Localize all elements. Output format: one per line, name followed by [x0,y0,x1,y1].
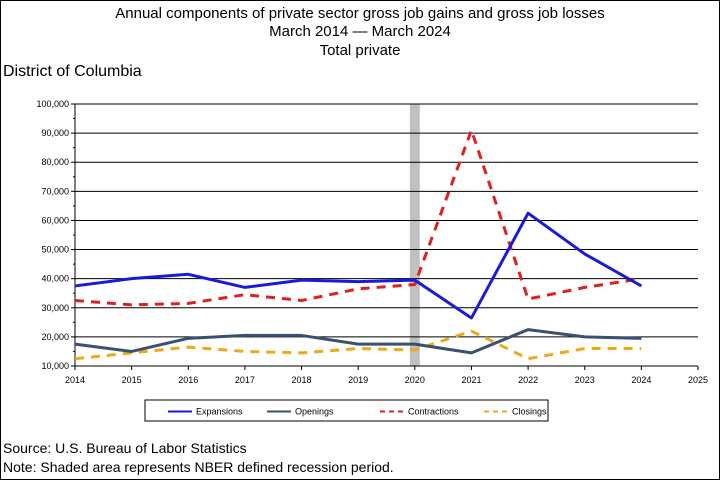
legend-label-contractions: Contractions [408,407,459,417]
legend-box [144,399,549,422]
y-tick-label: 20,000 [41,332,69,342]
y-tick-label: 50,000 [41,245,69,255]
series-line-closings [74,329,642,361]
y-tick-label: 70,000 [41,186,69,196]
x-tick-label: 2014 [65,375,85,385]
x-tick-label: 2016 [178,375,198,385]
y-tick-label: 60,000 [41,215,69,225]
y-tick-label: 40,000 [41,274,69,284]
region-label: District of Columbia [3,63,142,80]
recession-note: Note: Shaded area represents NBER define… [3,459,394,475]
legend-label-closings: Closings [512,407,547,417]
legend-label-openings: Openings [295,407,334,417]
legend-label-expansions: Expansions [196,407,243,417]
x-tick-label: 2024 [631,375,651,385]
x-tick-label: 2025 [688,375,708,385]
x-tick-label: 2023 [575,375,595,385]
x-tick-label: 2020 [405,375,425,385]
chart-title-line-3: Total private [319,42,401,59]
chart-title-line-2: March 2014 — March 2024 [269,23,451,40]
y-tick-label: 80,000 [41,157,69,167]
recession-shading [409,104,420,366]
x-tick-label: 2017 [235,375,255,385]
x-tick-label: 2018 [292,375,312,385]
y-tick-label: 30,000 [41,303,69,313]
x-tick-label: 2022 [518,375,538,385]
x-tick-label: 2021 [461,375,481,385]
x-tick-label: 2015 [122,375,142,385]
series-line-contractions [74,128,642,307]
source-note: Source: U.S. Bureau of Labor Statistics [3,440,247,456]
x-tick-label: 2019 [348,375,368,385]
y-tick-label: 10,000 [41,361,69,371]
chart-title-line-1: Annual components of private sector gros… [115,5,605,22]
series-line-openings [74,328,642,355]
y-tick-label: 100,000 [36,99,69,109]
y-tick-label: 90,000 [41,128,69,138]
series-line-expansions [74,211,643,320]
